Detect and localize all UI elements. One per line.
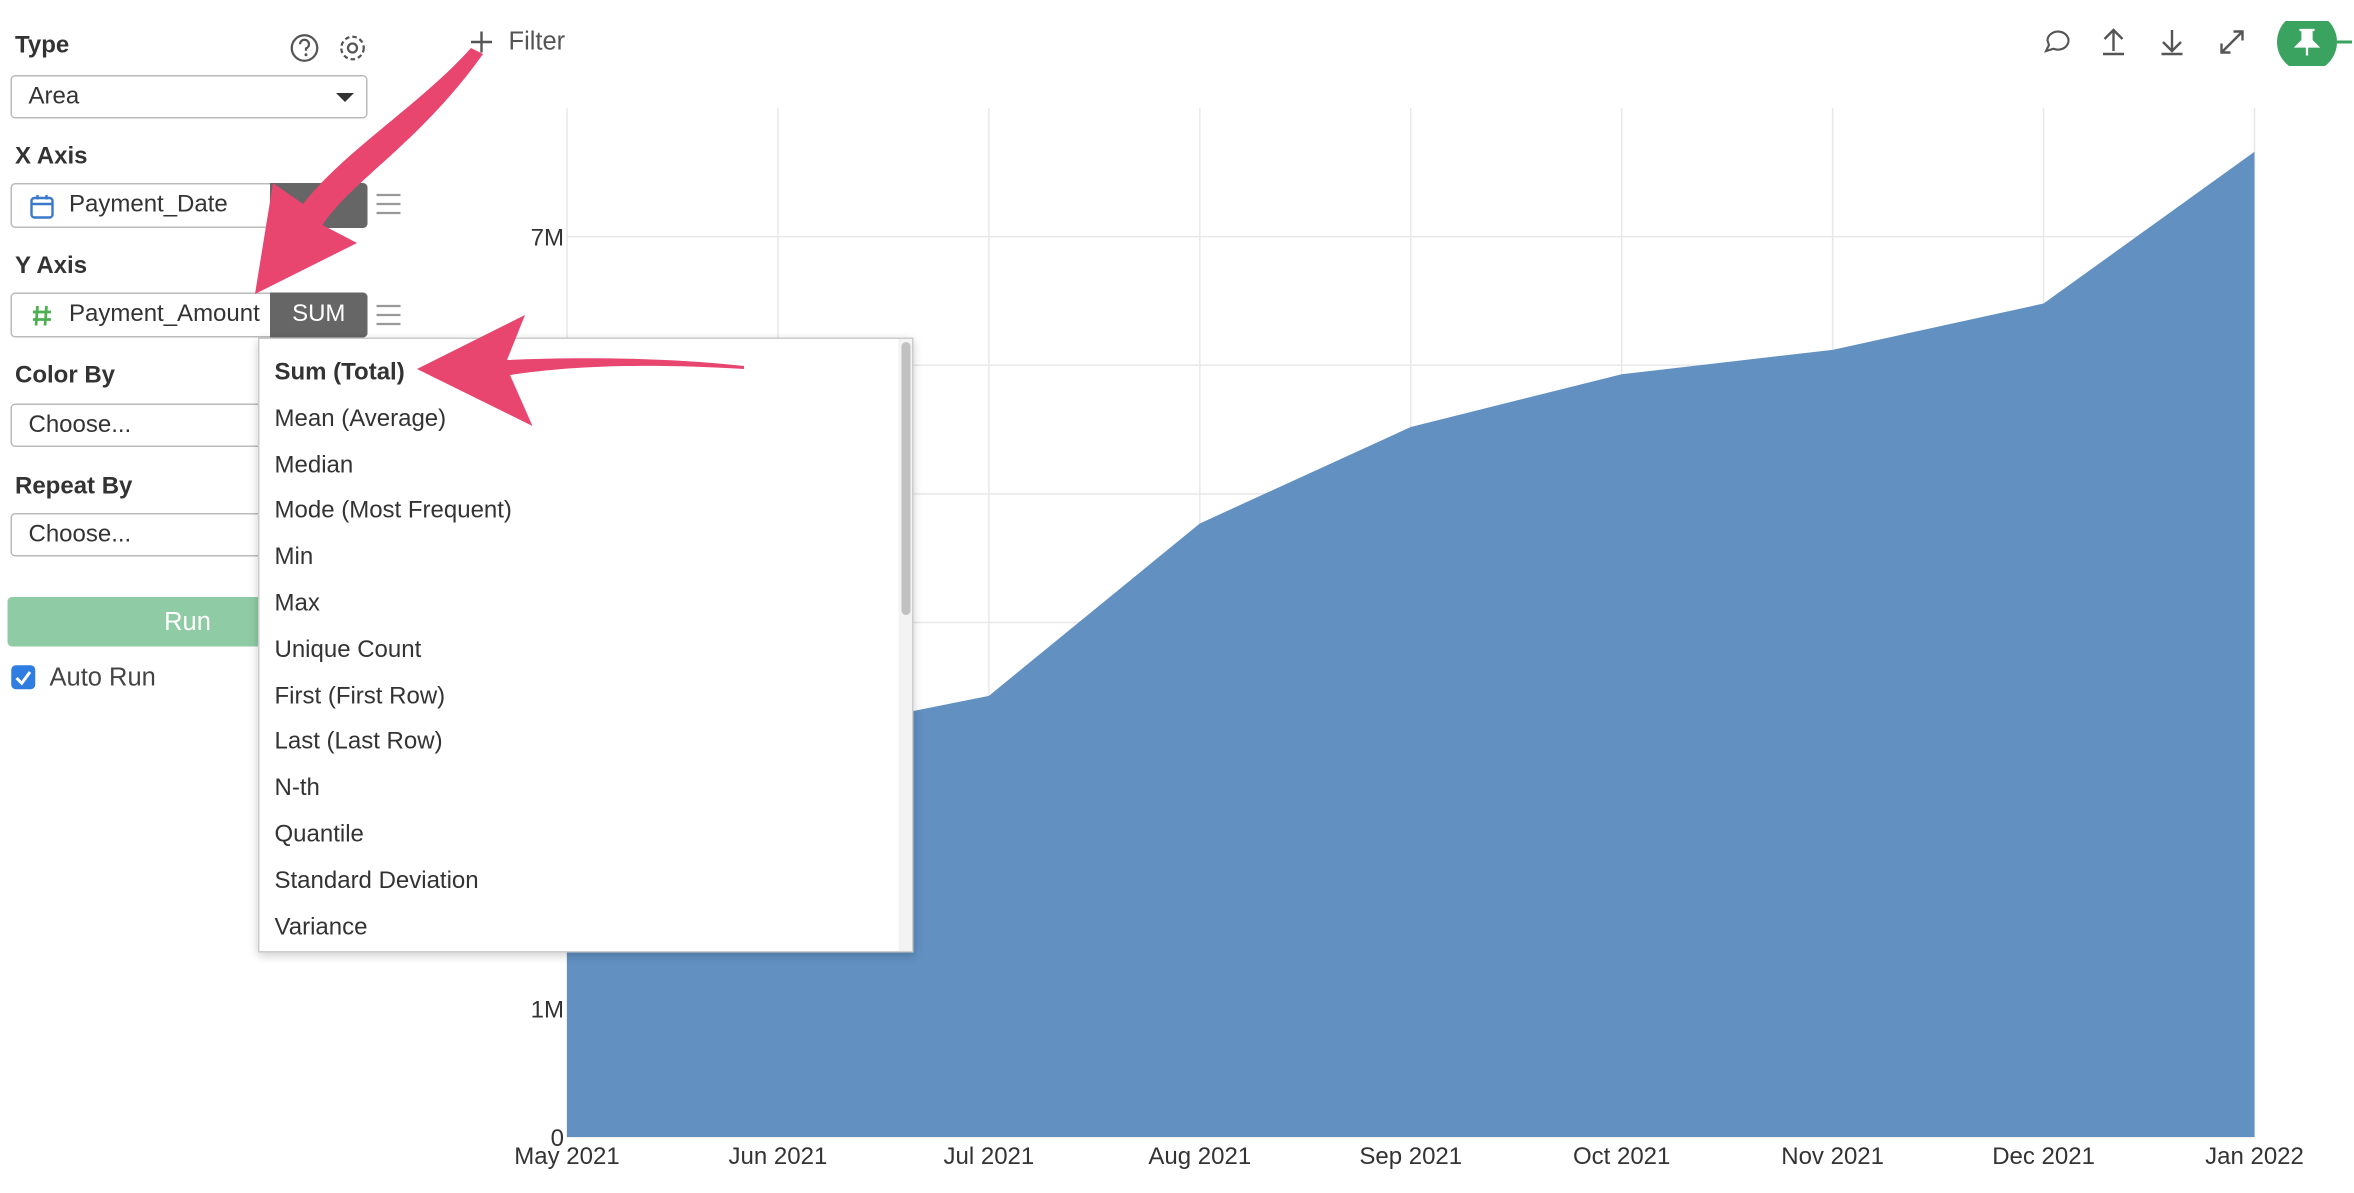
y-tick-label: 1M <box>531 996 564 1023</box>
help-settings-icons[interactable] <box>288 32 378 65</box>
x-tick-label: Jun 2021 <box>729 1143 828 1170</box>
y-axis-label: Y Axis <box>15 253 88 280</box>
x-axis-label: X Axis <box>15 144 88 170</box>
dropdown-item[interactable]: Unique Count <box>274 637 422 663</box>
dropdown-item[interactable]: Min <box>274 544 314 571</box>
dropdown-item[interactable]: Last (Last Row) <box>274 729 443 756</box>
dropdown-item[interactable]: First (First Row) <box>274 683 446 709</box>
plus-icon[interactable] <box>468 29 495 56</box>
repeat-by-value: Choose... <box>28 522 132 548</box>
y-tick-label: 7M <box>531 225 564 252</box>
y-tick-label: 0 <box>551 1125 564 1152</box>
number-icon <box>33 305 51 326</box>
x-axis-unit-button[interactable] <box>270 183 368 228</box>
x-tick-label: Oct 2021 <box>1573 1143 1670 1170</box>
dropdown-item[interactable]: Sum (Total) <box>274 360 405 386</box>
x-axis-field-name: Payment_Date <box>69 192 228 218</box>
area <box>567 151 2255 1138</box>
dropdown-item[interactable]: N-th <box>274 775 320 802</box>
dropdown-item[interactable]: Median <box>274 452 354 478</box>
scrollbar <box>898 339 912 951</box>
aggregation-dropdown: Sum (Total) Mean (Average) Median Mode (Mos… <box>258 337 914 953</box>
dropdown-item[interactable]: Mean (Average) <box>274 406 447 432</box>
auto-run-label: Auto Run <box>49 663 156 692</box>
filter-button[interactable]: Filter <box>508 27 566 56</box>
dropdown-item[interactable]: Mode (Most Frequent) <box>274 498 512 525</box>
x-tick-label: May 2021 <box>514 1143 619 1170</box>
repeat-by-label: Repeat By <box>15 474 133 500</box>
y-axis-menu[interactable] <box>376 304 401 326</box>
x-tick-label: Jul 2021 <box>944 1143 1035 1170</box>
calendar-icon <box>30 195 54 219</box>
y-axis-field-name: Payment_Amount <box>69 301 260 328</box>
x-tick-label: Sep 2021 <box>1359 1143 1462 1170</box>
x-tick-label: Nov 2021 <box>1781 1143 1884 1170</box>
type-select[interactable]: Area <box>10 75 368 119</box>
dropdown-item[interactable]: Standard Deviation <box>274 868 479 894</box>
y-axis-agg-button[interactable]: SUM <box>270 292 368 338</box>
type-label: Type <box>15 33 70 59</box>
color-by-label: Color By <box>15 363 116 389</box>
x-tick-label: Dec 2021 <box>1992 1143 2095 1170</box>
toolbar-icons[interactable] <box>2040 21 2352 66</box>
auto-run-checkbox[interactable] <box>11 665 38 692</box>
x-axis-menu[interactable] <box>376 193 401 215</box>
dropdown-item[interactable]: Variance <box>274 914 368 940</box>
x-tick-label: Jan 2022 <box>2205 1143 2304 1170</box>
x-tick-label: Aug 2021 <box>1148 1143 1251 1170</box>
type-value: Area <box>28 84 80 110</box>
dropdown-item[interactable]: Max <box>274 591 320 617</box>
caret <box>336 93 354 102</box>
color-by-value: Choose... <box>28 412 132 439</box>
dropdown-item[interactable]: Quantile <box>274 822 364 848</box>
